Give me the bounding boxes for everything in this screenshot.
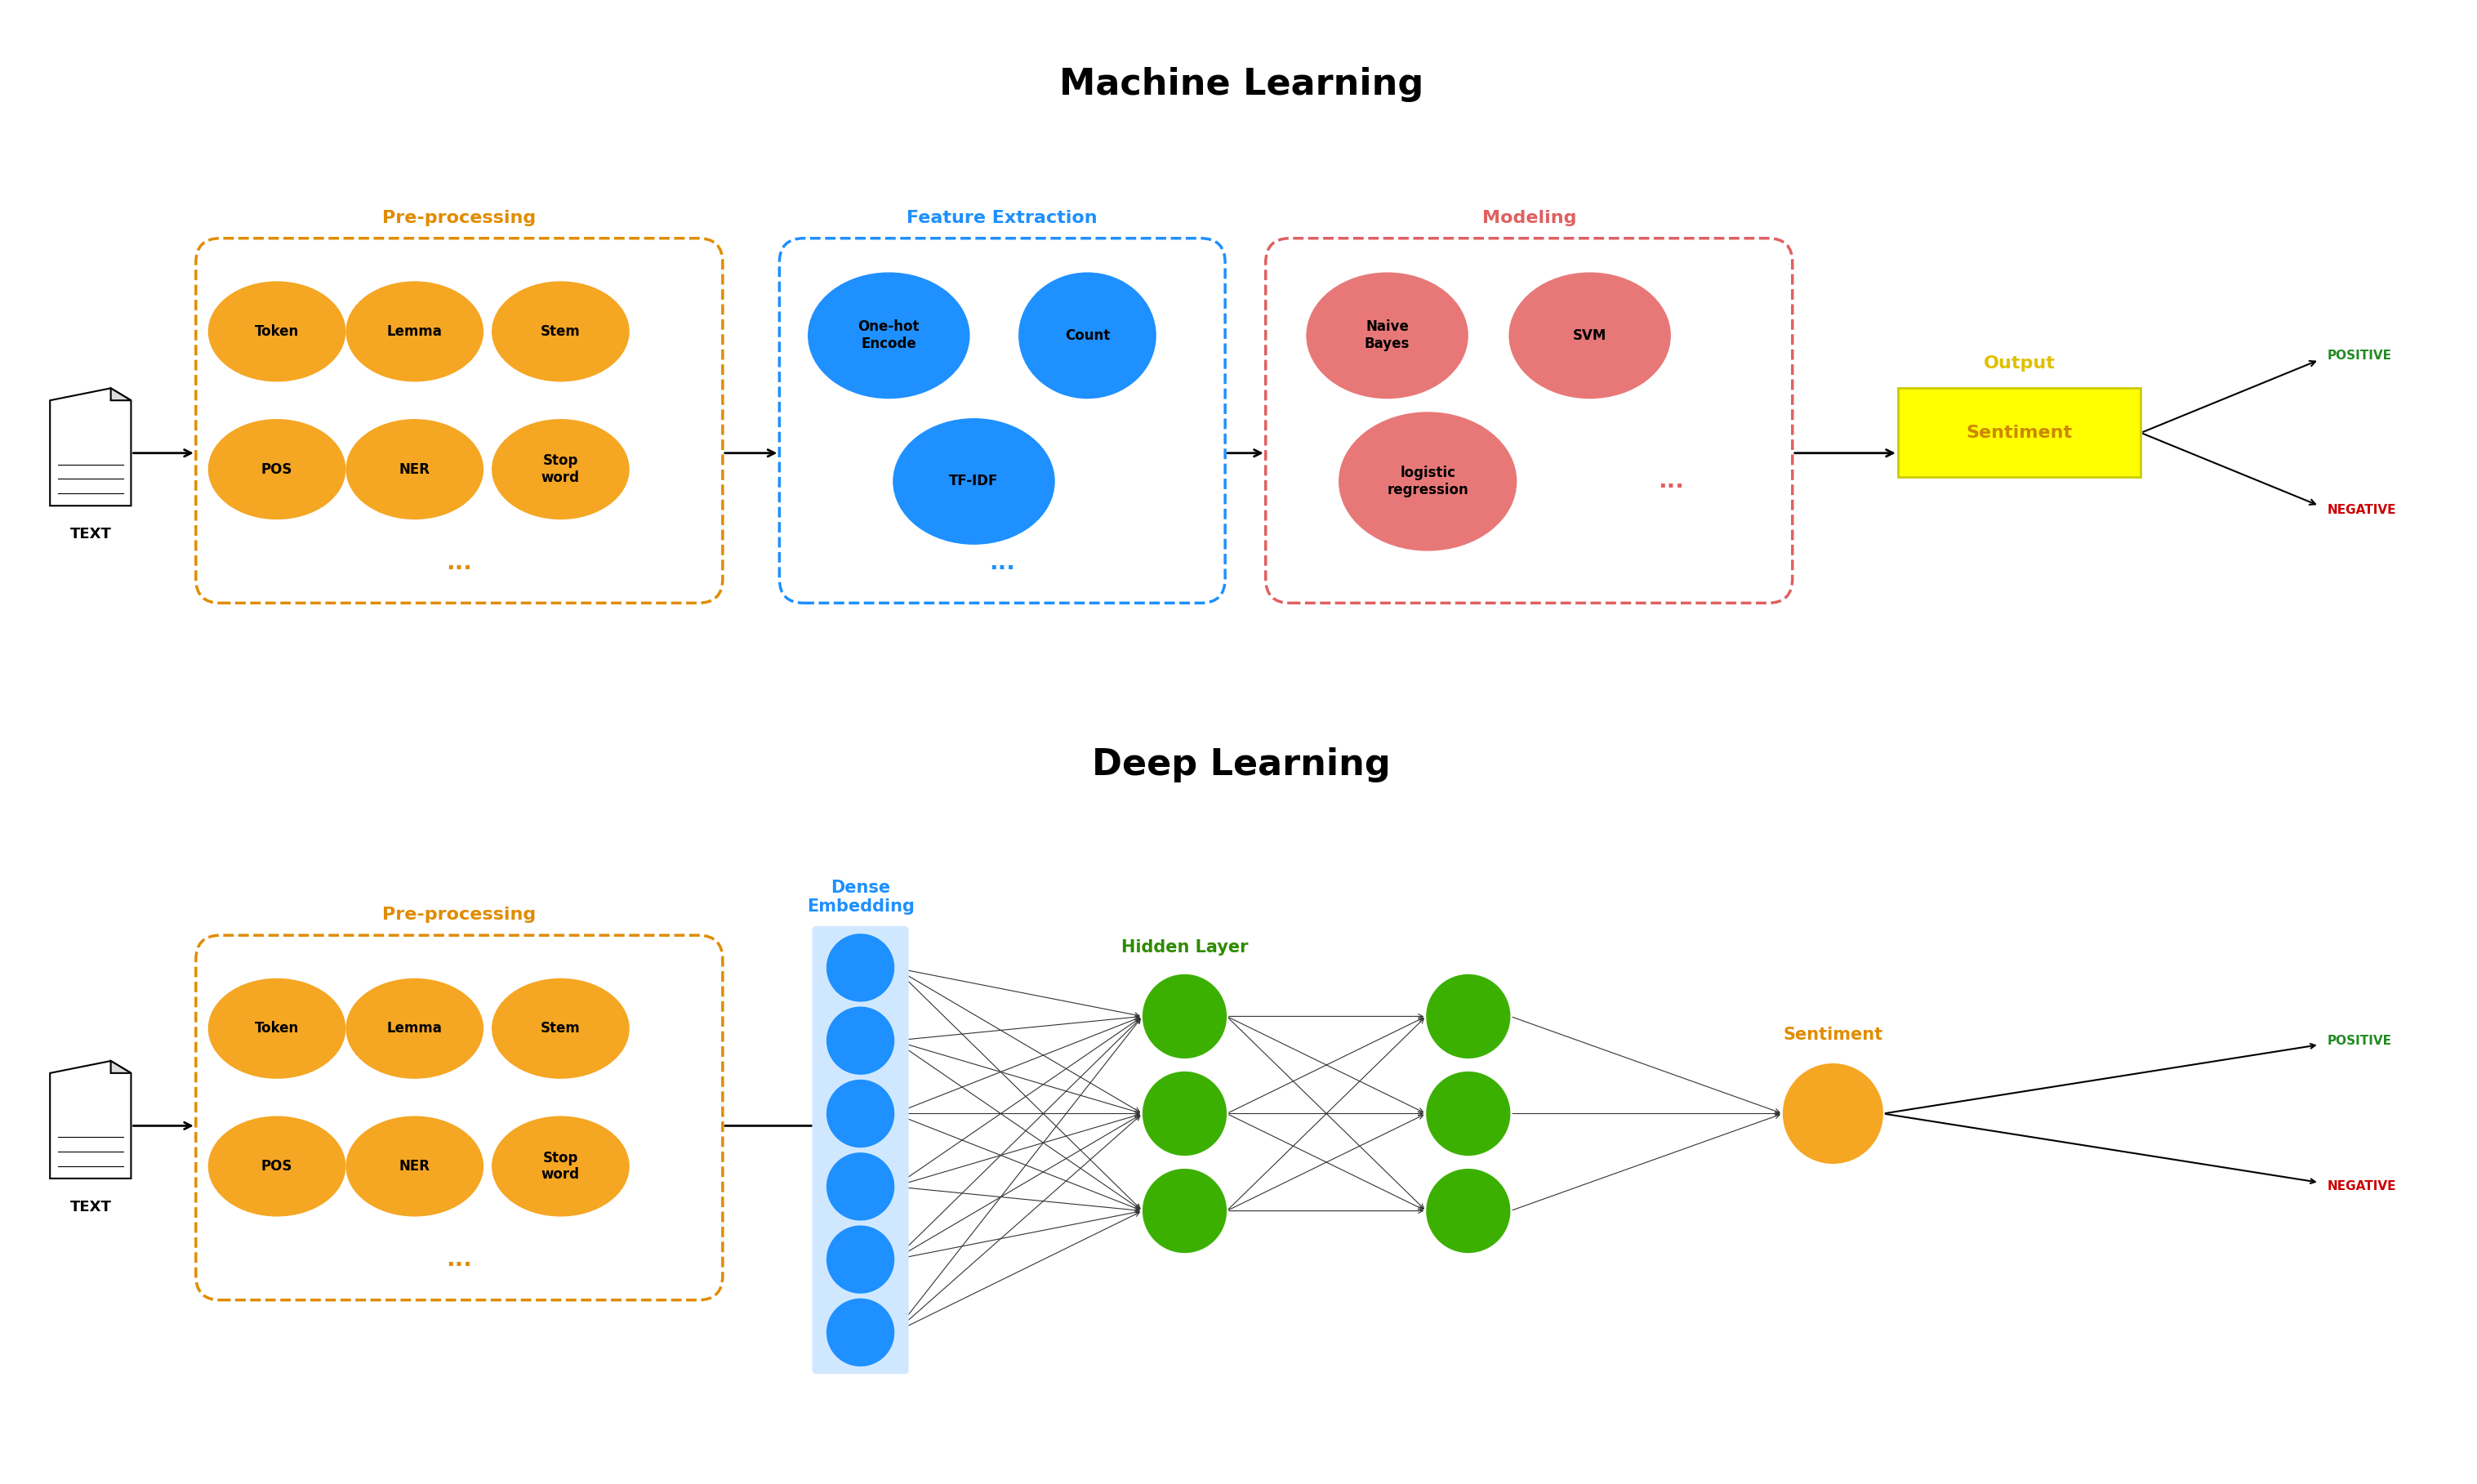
Text: Pre-processing: Pre-processing	[381, 209, 535, 226]
Ellipse shape	[490, 978, 629, 1079]
Circle shape	[827, 1079, 894, 1147]
Circle shape	[827, 933, 894, 1002]
Ellipse shape	[347, 978, 483, 1079]
FancyBboxPatch shape	[1897, 389, 2140, 478]
Ellipse shape	[208, 978, 347, 1079]
Circle shape	[827, 1298, 894, 1367]
Text: Output: Output	[1984, 356, 2056, 372]
Ellipse shape	[208, 418, 347, 519]
Text: TEXT: TEXT	[69, 1199, 111, 1214]
Text: Sentiment: Sentiment	[1967, 424, 2073, 441]
Ellipse shape	[1018, 273, 1157, 399]
Ellipse shape	[490, 282, 629, 381]
Text: logistic
regression: logistic regression	[1387, 466, 1469, 497]
Text: Lemma: Lemma	[386, 1021, 443, 1036]
Polygon shape	[111, 1061, 131, 1073]
FancyBboxPatch shape	[812, 926, 909, 1374]
Circle shape	[827, 1006, 894, 1074]
Text: ...: ...	[446, 551, 473, 574]
Circle shape	[827, 1153, 894, 1221]
Ellipse shape	[1508, 273, 1672, 399]
Text: POS: POS	[260, 462, 292, 476]
Ellipse shape	[490, 1116, 629, 1217]
Polygon shape	[111, 389, 131, 401]
Text: ...: ...	[446, 1248, 473, 1270]
Text: Dense
Embedding: Dense Embedding	[808, 880, 914, 916]
Text: TF-IDF: TF-IDF	[949, 473, 998, 488]
Text: NER: NER	[399, 1159, 431, 1174]
Text: Token: Token	[255, 324, 300, 338]
Ellipse shape	[208, 282, 347, 381]
Text: ...: ...	[1657, 470, 1684, 493]
Text: Feature Extraction: Feature Extraction	[907, 209, 1097, 226]
Ellipse shape	[347, 282, 483, 381]
Text: Lemma: Lemma	[386, 324, 443, 338]
Ellipse shape	[347, 1116, 483, 1217]
Text: NER: NER	[399, 462, 431, 476]
Text: POS: POS	[260, 1159, 292, 1174]
Ellipse shape	[892, 418, 1055, 545]
Text: Pre-processing: Pre-processing	[381, 907, 535, 923]
Text: Stem: Stem	[540, 324, 580, 338]
Text: Modeling: Modeling	[1481, 209, 1575, 226]
Text: Stem: Stem	[540, 1021, 580, 1036]
Ellipse shape	[1338, 413, 1516, 551]
Text: SVM: SVM	[1573, 328, 1608, 343]
Text: Stop
word: Stop word	[542, 1150, 580, 1183]
Ellipse shape	[208, 1116, 347, 1217]
Text: Sentiment: Sentiment	[1783, 1027, 1883, 1043]
Text: Naive
Bayes: Naive Bayes	[1365, 319, 1409, 352]
Text: Hidden Layer: Hidden Layer	[1122, 939, 1248, 956]
Circle shape	[1427, 974, 1511, 1058]
Text: Token: Token	[255, 1021, 300, 1036]
Text: POSITIVE: POSITIVE	[2328, 1034, 2393, 1046]
Circle shape	[1142, 1169, 1226, 1252]
Ellipse shape	[347, 418, 483, 519]
Text: Stop
word: Stop word	[542, 454, 580, 485]
Polygon shape	[50, 1061, 131, 1178]
Circle shape	[1427, 1169, 1511, 1252]
Circle shape	[827, 1226, 894, 1294]
Circle shape	[1142, 974, 1226, 1058]
Polygon shape	[50, 389, 131, 506]
Ellipse shape	[490, 418, 629, 519]
Text: Machine Learning: Machine Learning	[1060, 67, 1424, 102]
Text: NEGATIVE: NEGATIVE	[2328, 1180, 2395, 1193]
Text: POSITIVE: POSITIVE	[2328, 350, 2393, 362]
Circle shape	[1142, 1071, 1226, 1156]
Text: TEXT: TEXT	[69, 527, 111, 542]
Circle shape	[1427, 1071, 1511, 1156]
Text: One-hot
Encode: One-hot Encode	[857, 319, 919, 352]
Text: NEGATIVE: NEGATIVE	[2328, 503, 2395, 516]
Circle shape	[1783, 1064, 1883, 1163]
Text: Deep Learning: Deep Learning	[1092, 748, 1390, 782]
Text: Count: Count	[1065, 328, 1110, 343]
Ellipse shape	[1305, 273, 1469, 399]
Ellipse shape	[808, 273, 971, 399]
Text: ...: ...	[988, 551, 1016, 574]
